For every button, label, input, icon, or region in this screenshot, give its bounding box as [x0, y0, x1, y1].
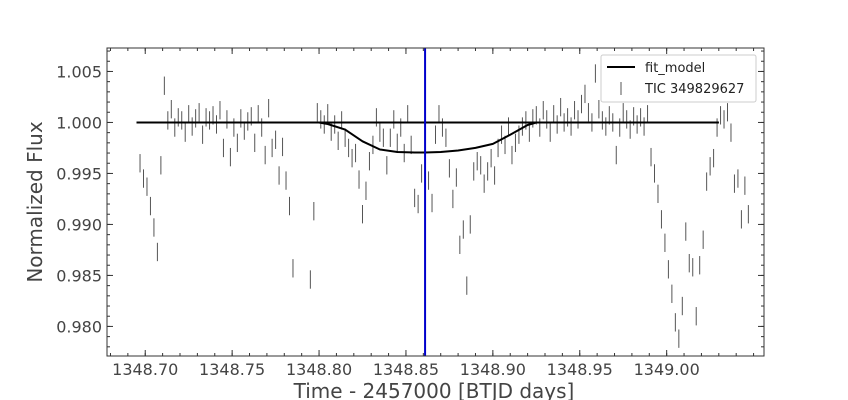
y-tick-label: 1.000 — [56, 113, 102, 132]
y-tick-label: 0.995 — [56, 164, 102, 183]
x-tick-label: 1349.00 — [634, 360, 700, 379]
y-tick-label: 0.985 — [56, 266, 102, 285]
x-tick-label: 1348.70 — [112, 360, 178, 379]
legend-label-fit-model: fit_model — [645, 61, 705, 76]
x-tick-label: 1348.80 — [286, 360, 352, 379]
y-tick-label: 1.005 — [56, 62, 102, 81]
x-tick-label: 1348.90 — [460, 360, 526, 379]
legend-label-data: TIC 349829627 — [644, 82, 744, 97]
x-tick-label: 1348.75 — [199, 360, 265, 379]
x-axis-label: Time - 2457000 [BTJD days] — [293, 379, 575, 400]
legend: fit_model TIC 349829627 — [600, 54, 757, 103]
y-tick-label: 0.980 — [56, 317, 102, 336]
y-tick-label: 0.990 — [56, 215, 102, 234]
x-tick-label: 1348.85 — [373, 360, 439, 379]
legend-box — [600, 54, 757, 103]
y-axis-label: Normalized Flux — [23, 121, 47, 283]
flux-data-points — [139, 64, 749, 348]
plot-frame — [106, 47, 765, 357]
x-tick-label: 1348.95 — [547, 360, 613, 379]
x-axis-ticks: 1348.70 1348.75 1348.80 1348.85 1348.90 1348.… — [109, 48, 755, 379]
